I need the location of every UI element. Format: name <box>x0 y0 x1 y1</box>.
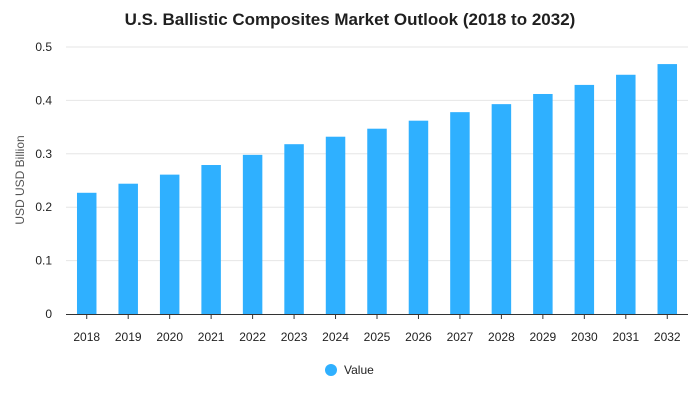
x-tick-label: 2019 <box>115 330 142 344</box>
bar[interactable] <box>159 174 180 314</box>
y-tick-label: 0 <box>45 307 52 321</box>
bar[interactable] <box>118 183 138 314</box>
bars <box>76 64 678 314</box>
legend-label: Value <box>344 363 374 377</box>
x-tick-label: 2021 <box>198 330 225 344</box>
y-tick-label: 0.2 <box>35 200 52 214</box>
bar[interactable] <box>408 120 429 314</box>
x-tick-label: 2028 <box>488 330 515 344</box>
legend[interactable]: Value <box>325 363 374 377</box>
bar[interactable] <box>76 192 97 314</box>
x-tick-label: 2031 <box>612 330 639 344</box>
y-tick-label: 0.5 <box>35 40 52 54</box>
x-tick-label: 2027 <box>447 330 474 344</box>
bar[interactable] <box>284 144 304 314</box>
bar[interactable] <box>242 154 263 314</box>
y-axis-ticks: 0 0.1 0.2 0.3 0.4 0.5 <box>35 40 52 321</box>
x-tick-label: 2022 <box>239 330 266 344</box>
y-tick-label: 0.4 <box>35 93 52 107</box>
legend-swatch <box>325 364 337 376</box>
bar[interactable] <box>201 165 221 314</box>
bar[interactable] <box>533 93 553 314</box>
bar[interactable] <box>574 84 595 314</box>
x-tick-label: 2023 <box>281 330 308 344</box>
y-tick-label: 0.3 <box>35 147 52 161</box>
y-tick-label: 0.1 <box>35 254 52 268</box>
x-tick-label: 2024 <box>322 330 349 344</box>
y-axis-title: USD USD Billion <box>13 135 27 224</box>
x-tick-label: 2029 <box>530 330 557 344</box>
bar[interactable] <box>657 64 678 314</box>
x-tick-label: 2018 <box>73 330 100 344</box>
x-tick-label: 2030 <box>571 330 598 344</box>
x-tick-label: 2026 <box>405 330 432 344</box>
chart-title: U.S. Ballistic Composites Market Outlook… <box>125 10 576 29</box>
x-tick-label: 2032 <box>654 330 681 344</box>
bar[interactable] <box>491 104 512 314</box>
bar[interactable] <box>325 136 346 314</box>
x-axis-ticks: 2018 2019 2020 2021 2022 2023 2024 2025 2026 2027… <box>73 314 681 344</box>
bar[interactable] <box>616 74 636 314</box>
bar[interactable] <box>367 128 387 314</box>
x-tick-label: 2020 <box>156 330 183 344</box>
bar[interactable] <box>450 112 470 314</box>
x-tick-label: 2025 <box>364 330 391 344</box>
